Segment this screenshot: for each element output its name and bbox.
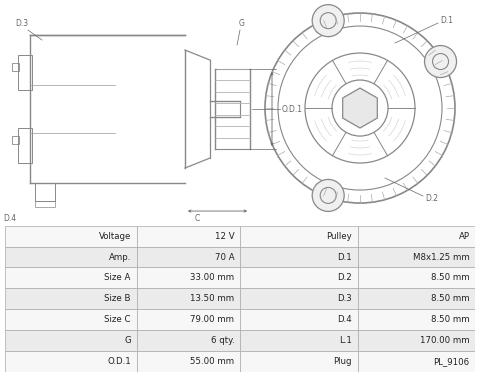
Bar [35,183,55,201]
Bar [136,331,240,351]
Bar [358,351,475,372]
Text: 170.00 mm: 170.00 mm [420,336,469,345]
Bar [18,55,32,90]
Text: Voltage: Voltage [98,232,131,241]
Bar [5,267,136,288]
Text: Size C: Size C [104,315,131,324]
Text: Pulley: Pulley [326,232,352,241]
Bar [136,288,240,309]
Bar [5,309,136,331]
Bar [358,267,475,288]
Text: Plug: Plug [334,357,352,366]
Polygon shape [343,88,377,128]
Bar [240,309,358,331]
Text: 8.50 mm: 8.50 mm [431,315,469,324]
Text: 70 A: 70 A [215,253,234,262]
Text: M8x1.25 mm: M8x1.25 mm [413,253,469,262]
Text: D.2: D.2 [425,194,438,203]
Bar [358,331,475,351]
Bar [136,351,240,372]
Text: 8.50 mm: 8.50 mm [431,294,469,303]
Bar [136,267,240,288]
Text: O.D.1: O.D.1 [282,105,303,114]
Circle shape [424,45,456,77]
Bar [5,331,136,351]
Bar [136,247,240,267]
Text: 55.00 mm: 55.00 mm [190,357,234,366]
Text: D.3: D.3 [15,18,29,27]
Bar [5,288,136,309]
Text: G: G [239,18,245,27]
Text: D.4: D.4 [3,214,17,223]
Text: Amp.: Amp. [108,253,131,262]
Bar [136,226,240,247]
Text: 8.50 mm: 8.50 mm [431,273,469,282]
Bar [240,351,358,372]
Bar [35,201,55,207]
Bar [358,288,475,309]
Bar [358,309,475,331]
Text: D.4: D.4 [337,315,352,324]
Bar [12,63,19,71]
Bar [240,226,358,247]
Bar [5,226,136,247]
Text: D.1: D.1 [337,253,352,262]
Text: L.1: L.1 [339,336,352,345]
Text: O.D.1: O.D.1 [107,357,131,366]
Circle shape [312,179,344,211]
Bar [5,351,136,372]
Text: Size B: Size B [104,294,131,303]
Text: G: G [124,336,131,345]
Text: 6 qty.: 6 qty. [211,336,234,345]
Text: D.3: D.3 [337,294,352,303]
Circle shape [312,5,344,36]
Text: 12 V: 12 V [215,232,234,241]
Bar [240,267,358,288]
Bar [240,247,358,267]
Text: AP: AP [458,232,469,241]
Bar [18,128,32,163]
Text: D.1: D.1 [440,15,453,24]
Text: 33.00 mm: 33.00 mm [190,273,234,282]
Bar [12,136,19,144]
Text: D.2: D.2 [337,273,352,282]
Bar [358,226,475,247]
Text: L.1: L.1 [129,247,141,256]
Bar [358,247,475,267]
Bar [240,331,358,351]
Bar [240,288,358,309]
Bar [5,247,136,267]
Text: 79.00 mm: 79.00 mm [191,315,234,324]
Bar [136,309,240,331]
Text: PL_9106: PL_9106 [433,357,469,366]
Text: C: C [194,214,200,223]
Text: 13.50 mm: 13.50 mm [190,294,234,303]
Text: Size A: Size A [105,273,131,282]
